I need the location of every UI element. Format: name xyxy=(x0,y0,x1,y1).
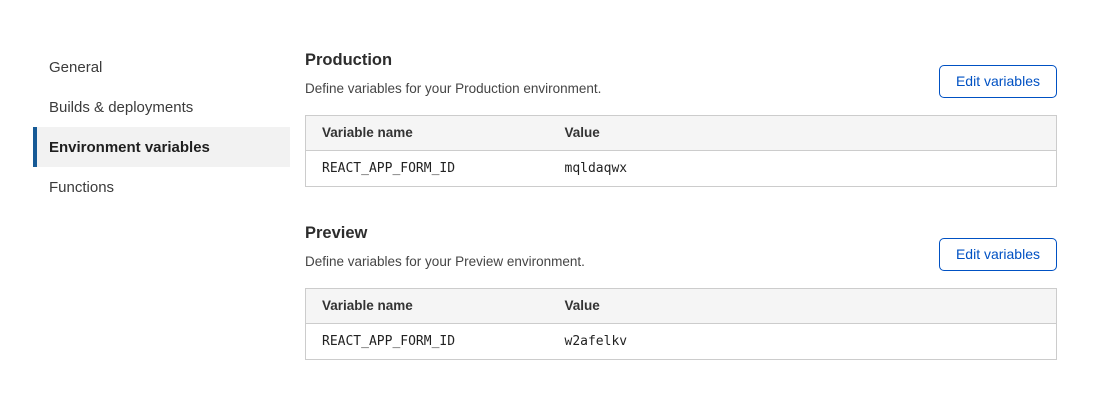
production-section-header: Production Define variables for your Pro… xyxy=(305,48,1057,99)
preview-section-header: Preview Define variables for your Previe… xyxy=(305,221,1057,272)
edit-variables-button-preview[interactable]: Edit variables xyxy=(938,238,1057,271)
table-row: REACT_APP_FORM_ID w2afelkv xyxy=(305,323,1057,360)
sidebar-item-builds-deployments[interactable]: Builds & deployments xyxy=(33,87,290,127)
sidebar-item-label: Builds & deployments xyxy=(49,98,194,116)
column-header-value: Value xyxy=(548,288,1057,324)
variable-value-cell: mqldaqwx xyxy=(548,150,1057,187)
settings-sidebar: General Builds & deployments Environment… xyxy=(33,47,290,207)
preview-section: Preview Define variables for your Previe… xyxy=(305,221,1057,360)
variable-name-cell: REACT_APP_FORM_ID xyxy=(305,150,549,187)
production-section-text: Production Define variables for your Pro… xyxy=(305,48,601,99)
preview-section-description: Define variables for your Preview enviro… xyxy=(305,254,585,269)
table-header-row: Variable name Value xyxy=(305,288,1057,324)
sidebar-item-label: Environment variables xyxy=(49,138,210,156)
column-header-value: Value xyxy=(548,115,1057,151)
column-header-variable-name: Variable name xyxy=(305,288,549,324)
sidebar-item-label: Functions xyxy=(49,178,115,196)
edit-variables-button-production[interactable]: Edit variables xyxy=(938,65,1057,98)
variable-value-cell: w2afelkv xyxy=(548,323,1057,360)
variable-name-cell: REACT_APP_FORM_ID xyxy=(305,323,549,360)
production-section: Production Define variables for your Pro… xyxy=(305,48,1057,187)
production-variables-table: Variable name Value REACT_APP_FORM_ID mq… xyxy=(305,115,1057,187)
sidebar-item-functions[interactable]: Functions xyxy=(33,167,290,207)
sidebar-item-label: General xyxy=(49,58,103,76)
sidebar-item-general[interactable]: General xyxy=(33,47,290,87)
preview-section-text: Preview Define variables for your Previe… xyxy=(305,221,585,272)
preview-variables-table: Variable name Value REACT_APP_FORM_ID w2… xyxy=(305,288,1057,360)
column-header-variable-name: Variable name xyxy=(305,115,549,151)
table-row: REACT_APP_FORM_ID mqldaqwx xyxy=(305,150,1057,187)
sidebar-item-environment-variables[interactable]: Environment variables xyxy=(33,127,290,167)
production-section-title: Production xyxy=(305,51,393,69)
environment-variables-panel: Production Define variables for your Pro… xyxy=(305,48,1057,360)
production-section-description: Define variables for your Production env… xyxy=(305,81,602,96)
preview-section-title: Preview xyxy=(305,224,368,242)
table-header-row: Variable name Value xyxy=(305,115,1057,151)
